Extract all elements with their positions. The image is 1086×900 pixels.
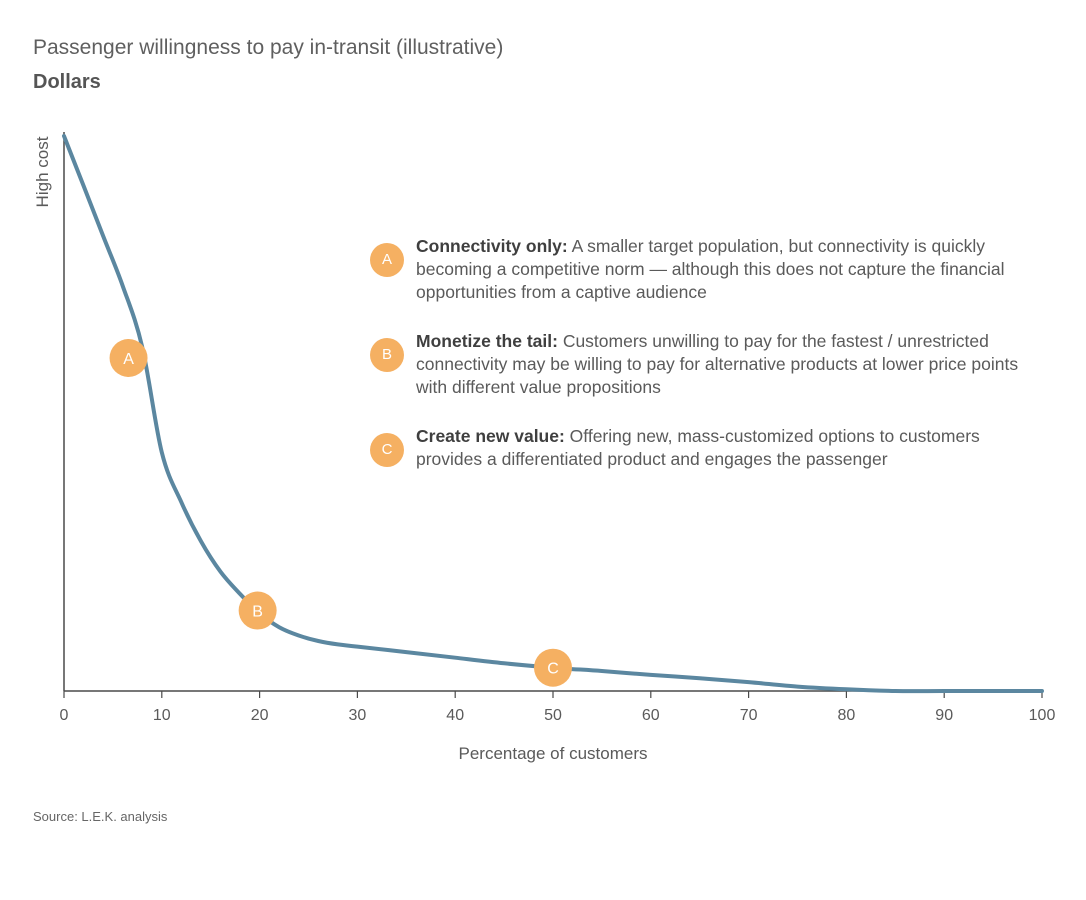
marker-label-c: C [547, 661, 559, 678]
x-axis-title: Percentage of customers [459, 744, 648, 763]
annotation-badge-b: B [370, 338, 404, 372]
marker-a [109, 339, 148, 377]
annotation-text-b: Monetize the tail: Customers unwilling t… [416, 330, 1026, 399]
series-line-0 [62, 134, 1044, 694]
marker-label-a: A [123, 351, 134, 368]
x-tick-label-50: 50 [544, 707, 562, 724]
x-tick-label-100: 100 [1029, 707, 1056, 724]
x-tick-label-20: 20 [251, 707, 269, 724]
marker-c [534, 648, 572, 687]
annotation-text-a: Connectivity only: A smaller target popu… [416, 235, 1026, 304]
annotation-heading-c: Create new value: [416, 426, 565, 446]
x-tick-label-60: 60 [642, 707, 660, 724]
x-tick-label-40: 40 [446, 707, 464, 724]
annotation-heading-b: Monetize the tail: [416, 331, 558, 351]
x-tick-label-30: 30 [349, 707, 367, 724]
marker-b [238, 591, 277, 630]
chart-title: Passenger willingness to pay in-transit … [33, 36, 504, 59]
x-tick-label-80: 80 [838, 707, 856, 724]
source-note: Source: L.E.K. analysis [33, 809, 168, 824]
annotation-body-c: Offering new, mass-customized options to… [416, 426, 980, 469]
annotation-text-c: Create new value: Offering new, mass-cus… [416, 425, 1026, 471]
x-tick-label-0: 0 [60, 707, 69, 724]
marker-label-b: B [252, 604, 263, 621]
annotation-badge-c: C [370, 433, 404, 467]
x-tick-label-70: 70 [740, 707, 758, 724]
annotation-heading-a: Connectivity only: [416, 236, 568, 256]
annotation-badge-a: A [370, 243, 404, 277]
chart-subtitle: Dollars [33, 71, 101, 93]
x-tick-label-90: 90 [935, 707, 953, 724]
y-axis-title: High cost [33, 136, 52, 207]
x-tick-label-10: 10 [153, 707, 171, 724]
annotation-body-a: A smaller target population, but connect… [416, 236, 1005, 302]
annotation-body-b: Customers unwilling to pay for the faste… [416, 331, 1019, 397]
